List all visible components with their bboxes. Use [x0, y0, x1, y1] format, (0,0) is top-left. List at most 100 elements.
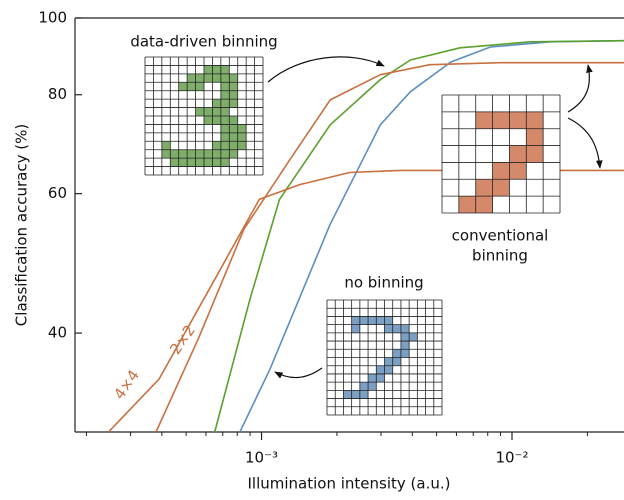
series-line	[155, 61, 624, 433]
icon-cell	[212, 158, 221, 167]
icon-cell	[351, 390, 360, 399]
icon-cell	[526, 128, 544, 146]
icon-cell	[220, 132, 230, 142]
icon-cell	[187, 73, 196, 83]
icon-cell	[220, 99, 230, 108]
icon-cell	[351, 316, 360, 325]
icon-cell	[237, 141, 247, 150]
icon-cell	[359, 316, 369, 325]
icon-cell	[204, 107, 213, 116]
series-label: data-driven binning	[130, 33, 277, 51]
icon-cell	[212, 73, 221, 83]
icon-cell	[195, 82, 204, 91]
icon-cell	[475, 111, 493, 129]
icon-cell	[170, 149, 179, 159]
icon-cell	[343, 390, 352, 399]
icon-cell	[526, 145, 544, 163]
icon-cell	[204, 65, 213, 74]
icon-cell	[187, 158, 196, 167]
icon-cell	[161, 141, 171, 150]
icon-cell	[229, 82, 238, 91]
icon-cell	[509, 145, 527, 163]
icon-cell	[384, 357, 393, 366]
x-axis-label: Illumination intensity (a.u.)	[248, 475, 451, 493]
icon-cell	[220, 141, 230, 150]
icon-cell	[229, 116, 238, 125]
icon-cell	[229, 132, 238, 142]
icon-cell	[409, 332, 418, 342]
series-line	[239, 39, 624, 433]
icon-cell	[220, 65, 230, 74]
icon-cell	[229, 73, 238, 83]
icon-cell	[368, 382, 377, 391]
x-tick-label: 10⁻³	[245, 449, 278, 467]
icon-cell	[237, 132, 247, 142]
icon-cell	[229, 99, 238, 108]
series-line	[213, 39, 624, 433]
icon-cell	[229, 124, 238, 133]
icon-cell	[359, 390, 369, 399]
icon-cell	[492, 179, 510, 197]
icon-cell	[526, 111, 544, 129]
y-tick-label: 60	[48, 184, 67, 202]
icon-cell	[178, 82, 188, 91]
icon-cell	[359, 382, 369, 391]
annotation: binning	[472, 247, 528, 265]
icon-cell	[220, 73, 230, 83]
x-tick-label: 10⁻²	[495, 449, 528, 467]
icon-cell	[195, 158, 204, 167]
icon-cell	[220, 124, 230, 133]
icon-cell	[220, 149, 230, 159]
digit-icon	[144, 56, 264, 176]
icon-cell	[509, 162, 527, 180]
icon-cell	[392, 324, 401, 333]
icon-cell	[368, 316, 377, 325]
arrow	[274, 367, 323, 379]
icon-cell	[204, 149, 213, 159]
icon-cell	[220, 90, 230, 100]
icon-cell	[212, 99, 221, 108]
icon-cell	[229, 141, 238, 150]
arrow	[567, 64, 593, 113]
icon-cell	[384, 324, 393, 333]
icon-cell	[376, 365, 385, 374]
icon-cell	[400, 349, 410, 358]
icon-cell	[475, 196, 493, 213]
y-tick-label: 100	[38, 9, 67, 27]
icon-cell	[170, 158, 179, 167]
icon-cell	[400, 332, 410, 342]
icon-cell	[212, 65, 221, 74]
icon-cell	[351, 324, 360, 333]
icon-cell	[492, 111, 510, 129]
icon-cell	[220, 107, 230, 116]
icon-cell	[212, 141, 221, 150]
axes-frame	[74, 17, 624, 433]
icon-cell	[204, 158, 213, 167]
icon-cell	[178, 149, 188, 159]
annotation: conventional	[452, 227, 549, 245]
icon-cell	[458, 196, 476, 213]
icon-cell	[212, 116, 221, 125]
icon-cell	[195, 149, 204, 159]
icon-cell	[392, 349, 401, 358]
arrow	[567, 117, 603, 169]
icon-cell	[204, 73, 213, 83]
icon-cell	[187, 149, 196, 159]
arrow	[267, 56, 385, 83]
series-label: 2×2	[166, 322, 199, 358]
icon-cell	[237, 124, 247, 133]
icon-cell	[187, 82, 196, 91]
icon-cell	[368, 373, 377, 383]
icon-cell	[195, 107, 204, 116]
icon-cell	[376, 373, 385, 383]
digit-icon	[441, 94, 561, 214]
icon-cell	[384, 316, 393, 325]
icon-cell	[212, 107, 221, 116]
icon-cell	[509, 111, 527, 129]
series-label: no binning	[344, 274, 423, 292]
icon-cell	[384, 365, 393, 374]
y-tick-label: 40	[48, 324, 67, 342]
icon-cell	[400, 324, 410, 333]
icon-cell	[220, 116, 230, 125]
